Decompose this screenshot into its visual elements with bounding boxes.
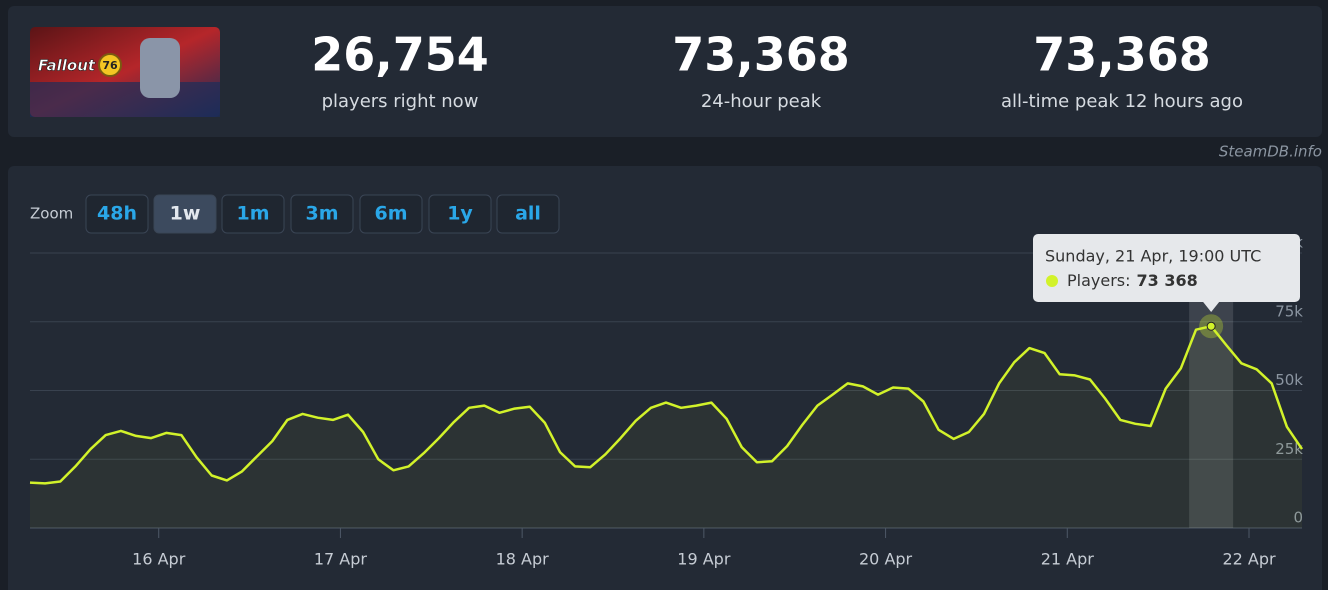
button-label: 1y [447, 203, 473, 225]
button-bg [85, 194, 149, 234]
stat-value: 73,368 [672, 28, 850, 82]
button-bg [496, 194, 560, 234]
x-tick-label: 22 Apr [1222, 550, 1276, 569]
tooltip: Sunday, 21 Apr, 19:00 UTC Players: 73 368 [1033, 234, 1300, 312]
stat-label: 24-hour peak [701, 91, 822, 112]
button-bg [428, 194, 492, 234]
zoom-button[interactable]: 6m [359, 194, 423, 234]
tooltip-arrow [1203, 302, 1220, 312]
button-label: 3m [305, 203, 338, 225]
y-tick-label: 25k [1275, 440, 1303, 458]
zoom-label: Zoom [30, 205, 73, 223]
stat-value: 26,754 [311, 28, 489, 82]
tooltip-dot [1046, 275, 1058, 287]
x-tick-label: 17 Apr [314, 550, 368, 569]
logo-number: 76 [102, 59, 118, 72]
button-bg [290, 194, 354, 234]
y-tick-label: 75k [1275, 302, 1303, 320]
y-tick-label: 0 [1293, 509, 1303, 527]
stat-label: all-time peak 12 hours ago [1001, 91, 1243, 112]
button-bg [359, 194, 423, 234]
y-tick-label: 50k [1275, 371, 1303, 389]
tooltip-box [1033, 234, 1300, 302]
logo-gear [98, 53, 122, 77]
stat-value: 73,368 [1033, 28, 1211, 82]
button-label: 1w [170, 203, 201, 225]
x-tick-label: 20 Apr [859, 550, 913, 569]
x-tick-label: 19 Apr [677, 550, 731, 569]
game-image[interactable]: Fallout 76 [30, 27, 220, 117]
zoom-button[interactable]: 1y [428, 194, 492, 234]
button-bg [153, 194, 217, 234]
button-label: 1m [236, 203, 269, 225]
x-tick-label: 18 Apr [496, 550, 550, 569]
hover-point [1206, 321, 1216, 331]
zoom-button[interactable]: 3m [290, 194, 354, 234]
stat-label: players right now [322, 91, 479, 112]
credit[interactable]: SteamDB.info [1219, 143, 1322, 161]
button-label: 6m [374, 203, 407, 225]
x-tick-label: 16 Apr [132, 550, 186, 569]
tooltip-line: Players: 73 368 [1067, 271, 1198, 290]
button-label: all [515, 203, 541, 225]
tooltip-date: Sunday, 21 Apr, 19:00 UTC [1045, 247, 1261, 266]
x-tick-label: 21 Apr [1041, 550, 1095, 569]
tooltip-value: 73 368 [1137, 271, 1198, 290]
button-bg [221, 194, 285, 234]
line [29, 324, 1304, 485]
zoom-button[interactable]: 48h [85, 194, 149, 234]
button-label: 48h [97, 203, 137, 225]
stats-panel [8, 6, 1322, 137]
area [30, 326, 1302, 528]
zoom-button[interactable]: 1w [153, 194, 217, 234]
image-ground [30, 82, 220, 117]
image-armor [140, 38, 180, 98]
logo-text: Fallout [38, 57, 96, 75]
zoom-button[interactable]: all [496, 194, 560, 234]
chart-panel [8, 166, 1322, 590]
tooltip-name: Players: [1067, 271, 1131, 290]
zoom-button[interactable]: 1m [221, 194, 285, 234]
